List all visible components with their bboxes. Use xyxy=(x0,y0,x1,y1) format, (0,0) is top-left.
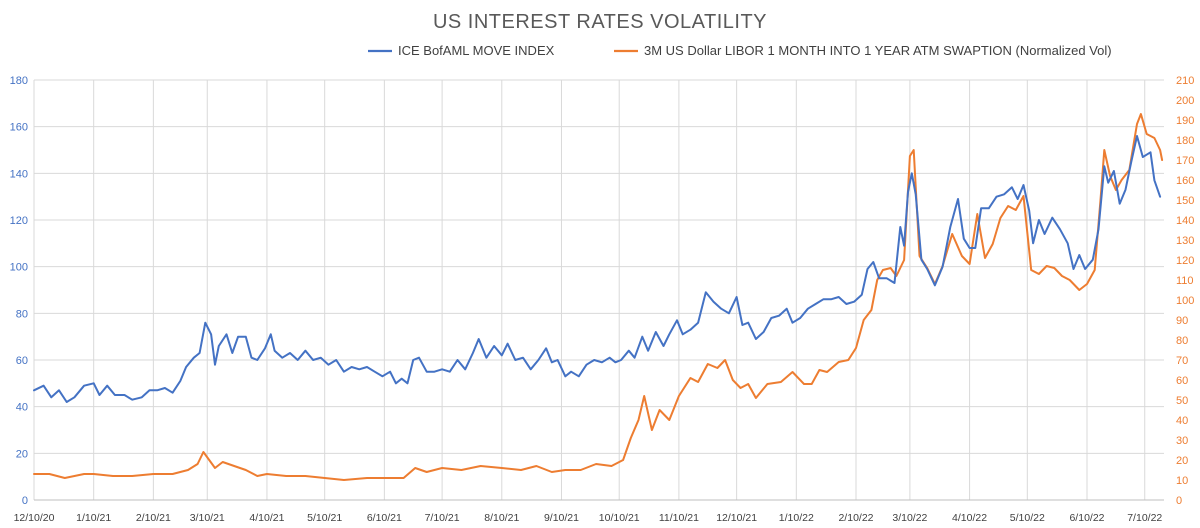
y-left-tick-label: 160 xyxy=(10,122,28,134)
y-left-tick-label: 100 xyxy=(10,262,28,274)
legend-label-swaption: 3M US Dollar LIBOR 1 MONTH INTO 1 YEAR A… xyxy=(644,43,1112,58)
y-right-tick-label: 170 xyxy=(1176,155,1194,167)
x-tick-label: 5/10/21 xyxy=(307,512,342,524)
y-right-tick-label: 90 xyxy=(1176,315,1188,327)
x-tick-label: 11/10/21 xyxy=(659,512,699,524)
x-tick-label: 2/10/21 xyxy=(136,512,171,524)
y-right-tick-label: 10 xyxy=(1176,475,1188,487)
x-tick-label: 9/10/21 xyxy=(544,512,579,524)
x-tick-label: 6/10/22 xyxy=(1069,512,1104,524)
y-right-tick-label: 0 xyxy=(1176,495,1182,507)
x-tick-label: 2/10/22 xyxy=(838,512,873,524)
y-right-tick-label: 180 xyxy=(1176,135,1194,147)
y-right-tick-label: 30 xyxy=(1176,435,1188,447)
y-right-tick-label: 60 xyxy=(1176,375,1188,387)
x-tick-label: 1/10/22 xyxy=(779,512,814,524)
x-tick-label: 6/10/21 xyxy=(367,512,402,524)
y-right-tick-label: 120 xyxy=(1176,255,1194,267)
y-left-tick-label: 140 xyxy=(10,168,28,180)
y-left-tick-label: 120 xyxy=(10,215,28,227)
x-tick-label: 5/10/22 xyxy=(1010,512,1045,524)
chart-title: US INTEREST RATES VOLATILITY xyxy=(433,11,767,33)
gridlines xyxy=(33,79,1164,501)
x-tick-label: 4/10/22 xyxy=(952,512,987,524)
series-line-move-index xyxy=(33,135,1162,403)
y-left-tick-label: 180 xyxy=(10,75,28,87)
series-line-swaption-vol xyxy=(33,113,1164,481)
y-axis-left: 0 20 40 60 80 100 120 140 160 180 xyxy=(10,75,28,507)
x-tick-label: 7/10/21 xyxy=(425,512,460,524)
x-tick-label: 12/10/20 xyxy=(14,512,55,524)
y-right-tick-label: 130 xyxy=(1176,235,1194,247)
y-left-tick-label: 60 xyxy=(16,355,28,367)
y-right-tick-label: 100 xyxy=(1176,295,1194,307)
y-right-tick-label: 140 xyxy=(1176,215,1194,227)
legend: ICE BofAML MOVE INDEX 3M US Dollar LIBOR… xyxy=(368,43,1112,58)
y-right-tick-label: 190 xyxy=(1176,115,1194,127)
x-tick-label: 10/10/21 xyxy=(599,512,640,524)
y-left-tick-label: 40 xyxy=(16,402,28,414)
x-tick-label: 7/10/22 xyxy=(1127,512,1162,524)
y-right-tick-label: 210 xyxy=(1176,75,1194,87)
y-right-tick-label: 80 xyxy=(1176,335,1188,347)
y-right-tick-label: 110 xyxy=(1176,275,1194,287)
legend-label-move: ICE BofAML MOVE INDEX xyxy=(398,43,555,58)
x-tick-label: 4/10/21 xyxy=(249,512,284,524)
x-axis: 12/10/20 1/10/21 2/10/21 3/10/21 4/10/21 5/10… xyxy=(14,499,1164,524)
x-tick-label: 12/10/21 xyxy=(716,512,757,524)
y-right-tick-label: 150 xyxy=(1176,195,1194,207)
y-right-tick-label: 160 xyxy=(1176,175,1194,187)
x-tick-label: 3/10/22 xyxy=(892,512,927,524)
x-tick-label: 8/10/21 xyxy=(484,512,519,524)
y-left-tick-label: 80 xyxy=(16,308,28,320)
y-right-tick-label: 20 xyxy=(1176,455,1188,467)
x-tick-label: 1/10/21 xyxy=(76,512,111,524)
y-right-tick-label: 50 xyxy=(1176,395,1188,407)
y-left-tick-label: 20 xyxy=(16,448,28,460)
y-left-tick-label: 0 xyxy=(22,495,28,507)
x-tick-label: 3/10/21 xyxy=(190,512,225,524)
y-axis-right: 0 10 20 30 40 50 60 70 80 90 100 110 120 130 140 150 160… xyxy=(1176,75,1194,507)
y-right-tick-label: 200 xyxy=(1176,95,1194,107)
series-layer xyxy=(33,113,1164,481)
y-right-tick-label: 40 xyxy=(1176,415,1188,427)
y-right-tick-label: 70 xyxy=(1176,355,1188,367)
